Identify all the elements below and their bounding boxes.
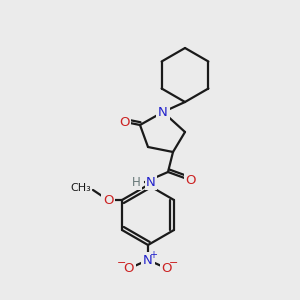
Text: O: O [186,173,196,187]
Text: O: O [124,262,134,275]
Text: O: O [103,194,113,206]
Text: O: O [119,116,129,128]
Text: CH₃: CH₃ [70,183,91,193]
Text: O: O [162,262,172,275]
Text: H: H [132,176,141,188]
Text: −: − [117,258,127,268]
Text: −: − [169,258,179,268]
Text: +: + [149,250,157,260]
Text: N: N [143,254,153,266]
Text: N: N [146,176,156,188]
Text: N: N [158,106,168,118]
